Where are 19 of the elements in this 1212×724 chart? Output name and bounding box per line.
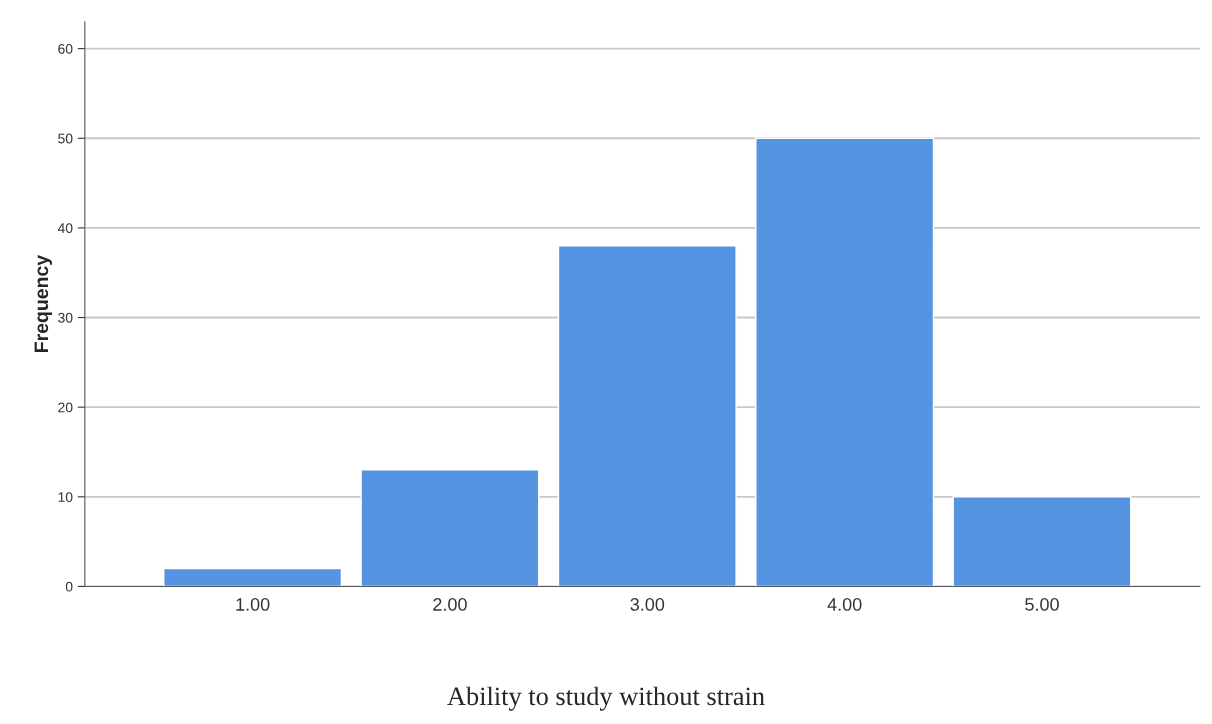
bar (952, 496, 1132, 587)
y-tick-label: 0 (65, 581, 73, 592)
text: Ability to study without strain (447, 686, 765, 711)
bar (557, 245, 737, 587)
x-tick-label: 4.00 (827, 598, 862, 611)
y-tick-label: 50 (58, 133, 73, 144)
x-tick-label: 5.00 (1025, 598, 1059, 611)
y-tick-label: 10 (58, 492, 73, 502)
bar (163, 567, 343, 587)
y-tick-label: 20 (58, 402, 73, 413)
y-tick-label: 40 (57, 223, 73, 234)
y-tick-label: 30 (58, 312, 73, 323)
x-tick-label: 3.00 (630, 598, 665, 611)
x-tick-label: 1.00 (236, 598, 270, 611)
bar (360, 469, 540, 587)
x-tick-label: 2.00 (433, 598, 467, 611)
y-axis-title: Frequency (34, 255, 53, 352)
y-tick-label: 60 (58, 43, 73, 54)
bar (755, 137, 935, 587)
